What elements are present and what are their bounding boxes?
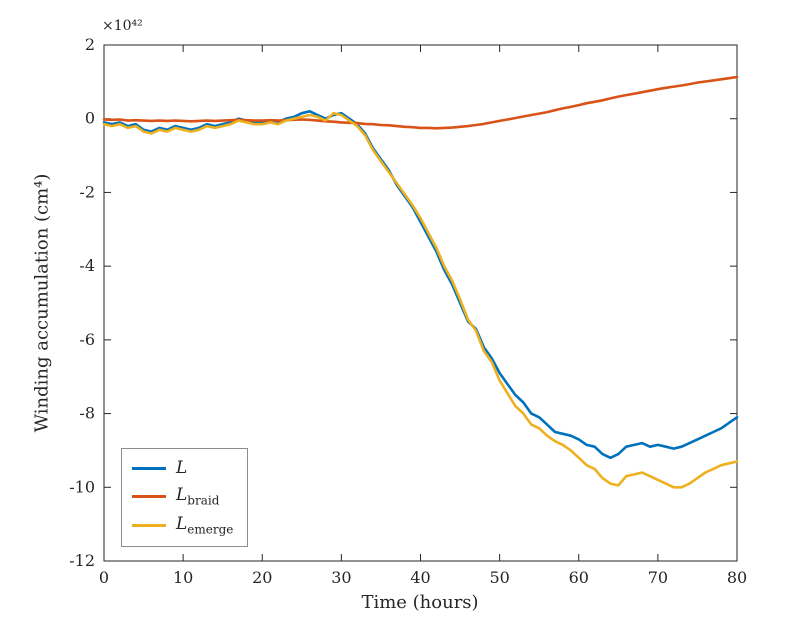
series-line-emerge <box>102 111 739 489</box>
x-tick-label: 40 <box>410 568 430 587</box>
x-tick-label: 10 <box>173 568 193 587</box>
x-tick-label: 30 <box>331 568 351 587</box>
y-tick-label: 0 <box>85 109 95 128</box>
y-tick-label: -4 <box>79 256 95 275</box>
x-tick-label: 60 <box>569 568 589 587</box>
legend-line-swatch <box>132 494 166 498</box>
legend-line-swatch <box>132 524 166 528</box>
x-axis-label: Time (hours) <box>361 592 479 613</box>
legend-item: L <box>132 458 233 478</box>
y-axis-label: Winding accumulation (cm⁴) <box>31 173 53 433</box>
x-tick-label: 70 <box>648 568 668 587</box>
y-tick-label: -2 <box>79 182 95 201</box>
series-line-L <box>102 110 739 460</box>
x-tick-label: 80 <box>727 568 747 587</box>
y-tick-label: -12 <box>69 551 95 570</box>
legend-label: Lbraid <box>176 485 220 508</box>
x-tick-label: 50 <box>489 568 509 587</box>
y-tick-label: 2 <box>85 35 95 54</box>
axis-exponent-label: ×10⁴² <box>102 18 143 34</box>
legend-label: L <box>176 458 188 478</box>
legend-label: Lemerge <box>176 514 234 537</box>
legend-item: Lemerge <box>132 514 234 537</box>
legend: L Lbraid Lemerge <box>121 448 249 547</box>
legend-item: Lbraid <box>132 485 233 507</box>
legend-line-swatch <box>132 466 166 470</box>
x-tick-label: 20 <box>252 568 272 587</box>
y-tick-label: -8 <box>79 404 95 423</box>
series-line-braid <box>102 75 739 130</box>
y-tick-label: -6 <box>79 330 95 349</box>
x-tick-label: 0 <box>99 568 109 587</box>
y-tick-label: -10 <box>69 477 95 496</box>
